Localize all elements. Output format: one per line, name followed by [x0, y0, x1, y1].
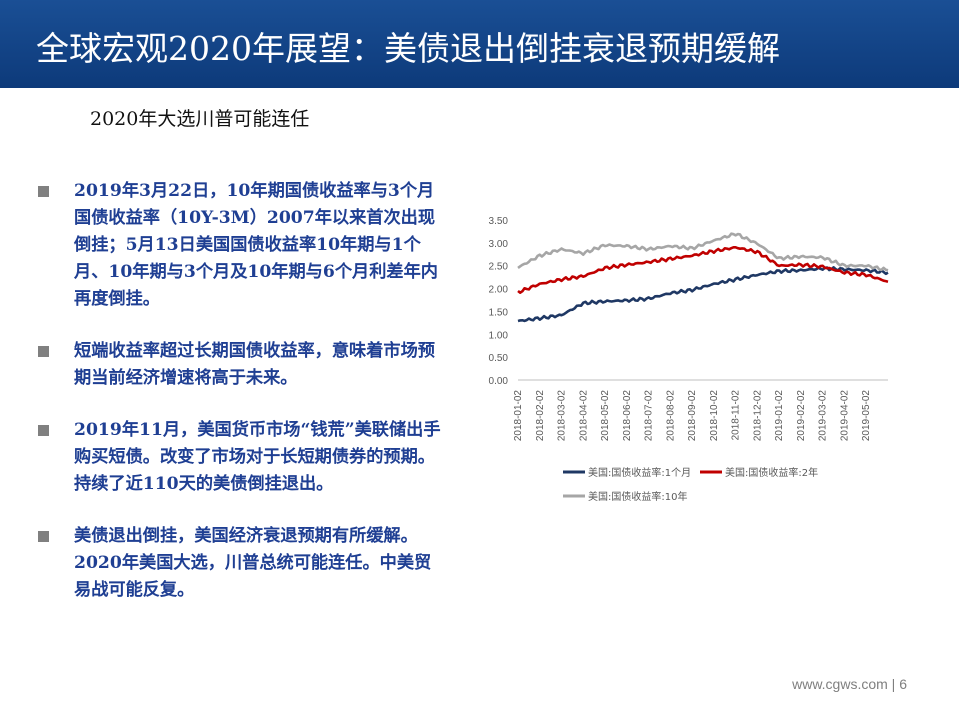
x-tick-label: 2018-08-02	[665, 390, 676, 442]
treasury-yield-chart: 3.50 3.00 2.50 2.00 1.50 1.00 0.50 0.00 2018-01-…	[489, 216, 889, 503]
series-line	[517, 232, 889, 272]
header-bar: 全球宏观2020年展望：美债退出倒挂衰退预期缓解	[0, 0, 959, 88]
square-bullet-icon	[38, 186, 49, 197]
x-tick-label: 2018-02-02	[535, 390, 546, 442]
bullet-item: 短端收益率超过长期国债收益率，意味着市场预期当前经济增速将高于未来。	[36, 338, 448, 392]
x-tick-label: 2019-02-02	[796, 390, 807, 442]
x-tick-label: 2018-11-02	[731, 390, 742, 441]
bullet-text: 2019年3月22日，10年期国债收益率与3个月国债收益率（10Y-3M）200…	[74, 181, 438, 309]
footer: www.cgws.com | 6	[792, 676, 907, 692]
x-tick-label: 2018-07-02	[644, 390, 655, 442]
x-tick-label: 2018-09-02	[687, 390, 698, 442]
legend-label: 美国:国债收益率:10年	[588, 490, 687, 503]
bullet-item: 美债退出倒挂，美国经济衰退预期有所缓解。2020年美国大选，川普总统可能连任。中…	[36, 523, 448, 604]
section-subtitle: 2020年大选川普可能连任	[90, 108, 310, 130]
x-tick-label: 2018-06-02	[622, 390, 633, 442]
square-bullet-icon	[38, 531, 49, 542]
series-line	[517, 266, 889, 323]
y-tick-label: 1.50	[489, 307, 509, 318]
y-tick-label: 1.00	[489, 330, 509, 341]
x-tick-label: 2018-03-02	[557, 390, 568, 442]
page-title: 全球宏观2020年展望：美债退出倒挂衰退预期缓解	[36, 29, 780, 68]
y-tick-label: 2.00	[489, 285, 509, 296]
x-tick-label: 2018-01-02	[513, 390, 524, 442]
footer-separator: |	[891, 676, 896, 692]
bullet-text: 美债退出倒挂，美国经济衰退预期有所缓解。2020年美国大选，川普总统可能连任。中…	[74, 526, 432, 600]
square-bullet-icon	[38, 346, 49, 357]
y-tick-label: 0.00	[489, 376, 509, 387]
x-tick-label: 2019-04-02	[839, 390, 850, 442]
legend-label: 美国:国债收益率:2年	[725, 466, 818, 479]
x-tick-label: 2018-05-02	[600, 390, 611, 442]
bullet-item: 2019年11月，美国货币市场“钱荒”美联储出手购买短债。改变了市场对于长短期债…	[36, 417, 448, 498]
y-tick-label: 3.00	[489, 239, 509, 250]
bullet-item: 2019年3月22日，10年期国债收益率与3个月国债收益率（10Y-3M）200…	[36, 178, 448, 313]
bullet-list: 2019年3月22日，10年期国债收益率与3个月国债收益率（10Y-3M）200…	[36, 178, 448, 629]
y-tick-label: 0.50	[489, 353, 509, 364]
x-tick-label: 2019-01-02	[774, 390, 785, 442]
x-tick-label: 2018-04-02	[578, 390, 589, 442]
page-number: 6	[899, 676, 907, 692]
bullet-text: 短端收益率超过长期国债收益率，意味着市场预期当前经济增速将高于未来。	[74, 341, 435, 388]
y-tick-label: 3.50	[489, 216, 509, 227]
square-bullet-icon	[38, 425, 49, 436]
x-tick-label: 2019-03-02	[818, 390, 829, 442]
x-tick-label: 2019-05-02	[861, 390, 872, 442]
legend-label: 美国:国债收益率:1个月	[588, 466, 691, 479]
series-line	[517, 245, 889, 294]
bullet-text: 2019年11月，美国货币市场“钱荒”美联储出手购买短债。改变了市场对于长短期债…	[74, 420, 441, 494]
x-tick-label: 2018-12-02	[752, 390, 763, 442]
footer-site: www.cgws.com	[792, 676, 888, 692]
y-tick-label: 2.50	[489, 262, 509, 273]
x-tick-label: 2018-10-02	[709, 390, 720, 442]
